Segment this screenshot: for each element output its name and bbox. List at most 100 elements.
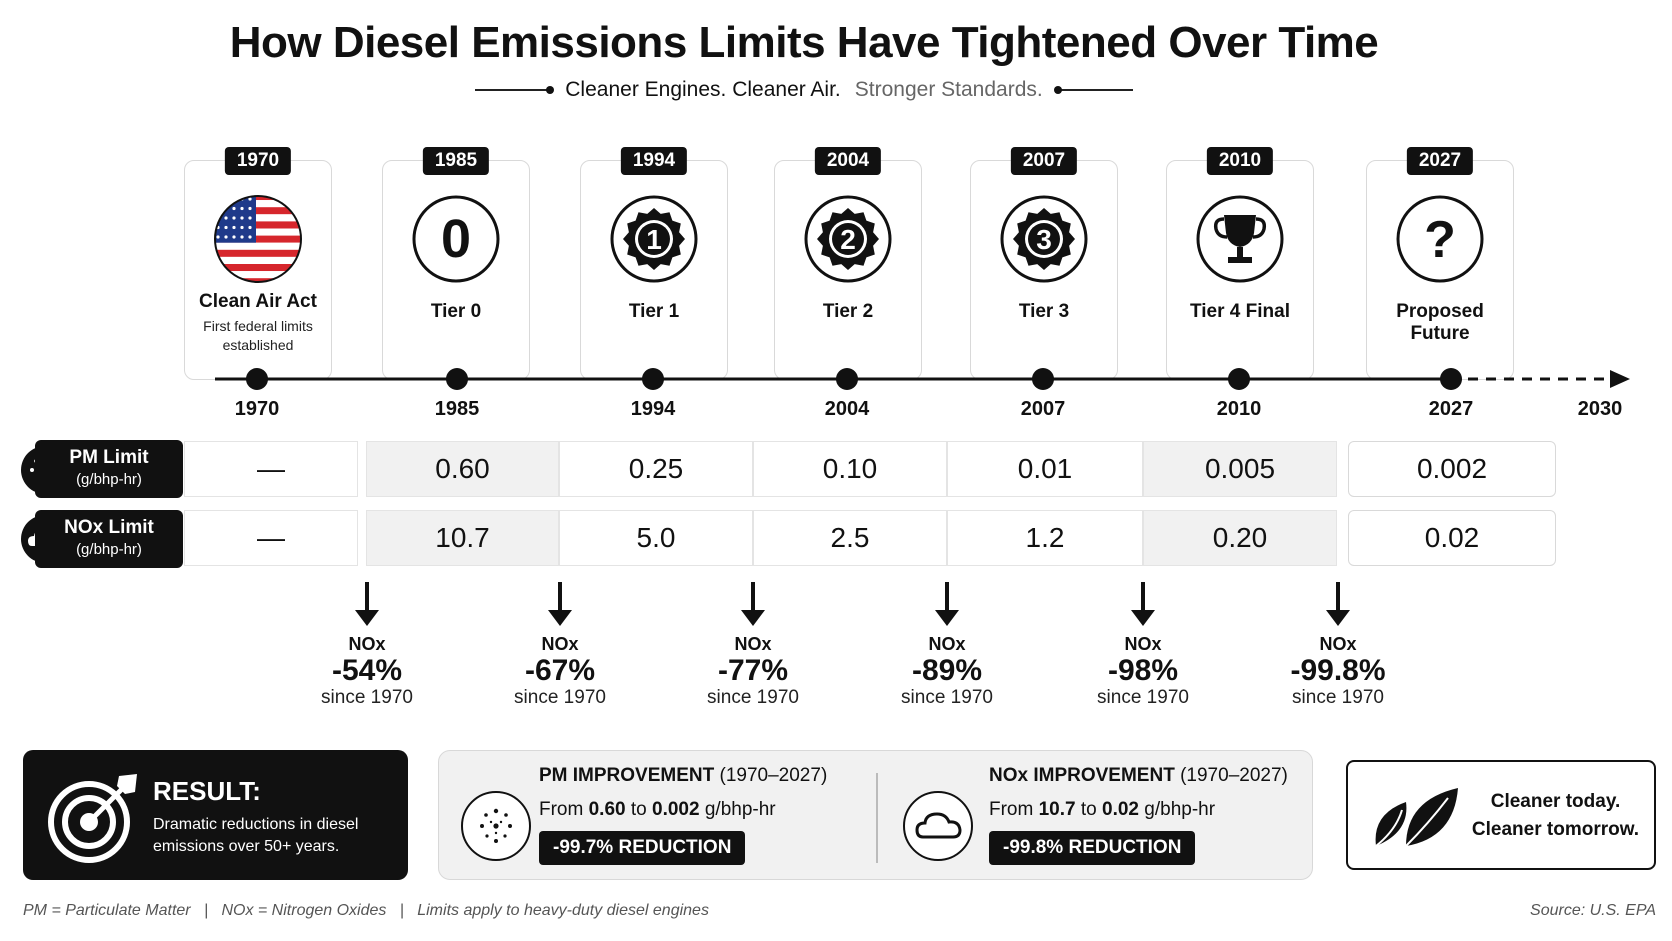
timeline-tick-label: 1970 <box>234 398 280 420</box>
milestone-year-badge: 1970 <box>224 147 292 175</box>
milestone-card: 1970 Clean Air Act First federal limits es… <box>184 147 332 380</box>
nox-improvement: NOx IMPROVEMENT (1970–2027) From 10.7 to… <box>989 765 1288 865</box>
tier-3-icon: 3 <box>1000 195 1088 283</box>
pm-improvement: PM IMPROVEMENT (1970–2027) From 0.60 to … <box>539 765 827 865</box>
reduction-since: since 1970 <box>901 687 993 708</box>
pm-improvement-icon <box>461 791 531 861</box>
milestone-year-badge: 2004 <box>814 147 882 175</box>
pm-improvement-range: (1970–2027) <box>719 765 828 786</box>
down-arrow-icon <box>1326 582 1350 626</box>
reduction-since: since 1970 <box>707 687 799 708</box>
subtitle-light: Stronger Standards. <box>854 78 1043 101</box>
milestone-card: 2004 2 Tier 2 <box>774 147 922 380</box>
data-cell: 0.60 <box>366 441 559 497</box>
milestone-label: Tier 4 Final <box>1190 301 1290 322</box>
data-cell: 5.0 <box>559 510 753 566</box>
timeline-tick-label: 2010 <box>1216 398 1262 420</box>
milestone-card: 2007 3 Tier 3 <box>970 147 1118 380</box>
milestone-year-badge: 1994 <box>620 147 688 175</box>
milestone-label: Proposed Future <box>1396 301 1484 344</box>
subtitle-rule-right <box>1053 86 1133 94</box>
nox-limit-title: NOx Limit <box>64 517 154 538</box>
milestone-description: First federal limits established <box>203 318 313 353</box>
milestone-label: Tier 1 <box>628 301 680 322</box>
nox-reduction: NOx -98% since 1970 <box>1068 582 1218 709</box>
timeline-dot <box>836 368 858 390</box>
data-cell: — <box>184 441 358 497</box>
question-icon: ? <box>1396 195 1484 283</box>
cleaner-panel: Cleaner today. Cleaner tomorrow. <box>1346 760 1656 870</box>
subtitle: Cleaner Engines. Cleaner Air. Stronger S… <box>0 78 1608 102</box>
reduction-percent: -98% <box>1107 654 1179 687</box>
data-cell: 0.10 <box>753 441 947 497</box>
pm-unit: g/bhp-hr <box>704 799 776 820</box>
reduction-pollutant: NOx <box>1124 634 1162 654</box>
timeline-tick-label: 2007 <box>1020 398 1066 420</box>
nox-to-word: to <box>1080 799 1097 820</box>
nox-improvement-icon <box>903 791 973 861</box>
timeline-dot <box>642 368 664 390</box>
page-title: How Diesel Emissions Limits Have Tighten… <box>229 18 1379 67</box>
data-cell: 0.01 <box>947 441 1143 497</box>
reduction-since: since 1970 <box>1097 687 1189 708</box>
reduction-pollutant: NOx <box>541 634 579 654</box>
data-cell: 2.5 <box>753 510 947 566</box>
pm-limit-unit: (g/bhp-hr) <box>76 471 142 488</box>
svg-text:1: 1 <box>646 224 662 255</box>
improvement-divider <box>876 773 878 863</box>
cleaner-line-2: Cleaner tomorrow. <box>1471 819 1640 840</box>
reduction-percent: -99.8% <box>1290 654 1386 687</box>
nox-from-value: 10.7 <box>1038 799 1076 820</box>
milestone-card: 1994 1 Tier 1 <box>580 147 728 380</box>
down-arrow-icon <box>935 582 959 626</box>
nox-improvement-range: (1970–2027) <box>1180 765 1288 786</box>
subtitle-strong: Cleaner Engines. Cleaner Air. <box>565 78 841 101</box>
nox-reduction: NOx -99.8% since 1970 <box>1263 582 1413 709</box>
reduction-pollutant: NOx <box>734 634 772 654</box>
timeline-dot <box>246 368 268 390</box>
timeline-tick-label: 2030 <box>1577 398 1623 420</box>
leaves-icon <box>1375 788 1458 847</box>
pm-improvement-title: PM IMPROVEMENT <box>539 765 715 786</box>
trophy-icon <box>1196 195 1284 283</box>
improvement-panel: PM IMPROVEMENT (1970–2027) From 0.60 to … <box>438 750 1313 880</box>
timeline-tick-label: 2027 <box>1428 398 1474 420</box>
pm-reduction-badge: -99.7% REDUCTION <box>539 831 746 865</box>
nox-reduction: NOx -77% since 1970 <box>678 582 828 709</box>
pm-from-value: 0.60 <box>588 799 626 820</box>
svg-text:2: 2 <box>840 224 856 255</box>
nox-limit-label: NOx Limit (g/bhp-hr) <box>35 510 183 568</box>
milestone-card: 2027? Proposed Future <box>1366 147 1514 380</box>
reduction-percent: -77% <box>717 654 789 687</box>
milestone-label: Tier 2 <box>822 301 874 322</box>
result-title: RESULT: <box>153 776 261 806</box>
milestone-year-badge: 1985 <box>422 147 490 175</box>
timeline-dot <box>1440 368 1462 390</box>
pm-from-word: From <box>539 799 584 820</box>
tier-2-icon: 2 <box>804 195 892 283</box>
nox-reduction: NOx -54% since 1970 <box>292 582 442 709</box>
milestone-label: Tier 3 <box>1018 301 1070 322</box>
result-text: Dramatic reductions in diesel emissions … <box>153 816 359 855</box>
pm-to-word: to <box>630 799 647 820</box>
target-icon <box>48 774 137 863</box>
svg-text:3: 3 <box>1036 224 1052 255</box>
nox-limit-unit: (g/bhp-hr) <box>76 541 142 558</box>
nox-unit: g/bhp-hr <box>1144 799 1216 820</box>
timeline-dot <box>1228 368 1250 390</box>
down-arrow-icon <box>741 582 765 626</box>
pm-to-value: 0.002 <box>652 799 700 820</box>
reduction-pollutant: NOx <box>348 634 386 654</box>
data-cell: 0.20 <box>1143 510 1337 566</box>
nox-reduction: NOx -67% since 1970 <box>485 582 635 709</box>
nox-from-word: From <box>989 799 1034 820</box>
data-cell: 10.7 <box>366 510 559 566</box>
nox-reduction: NOx -89% since 1970 <box>872 582 1022 709</box>
source-note: Source: U.S. EPA <box>1530 902 1656 919</box>
down-arrow-icon <box>355 582 379 626</box>
nox-to-value: 0.02 <box>1102 799 1139 820</box>
nox-reduction-badge: -99.8% REDUCTION <box>989 831 1196 865</box>
data-cell: 1.2 <box>947 510 1143 566</box>
data-cell: 0.005 <box>1143 441 1337 497</box>
milestone-card: 2010 Tier 4 Final <box>1166 147 1314 380</box>
